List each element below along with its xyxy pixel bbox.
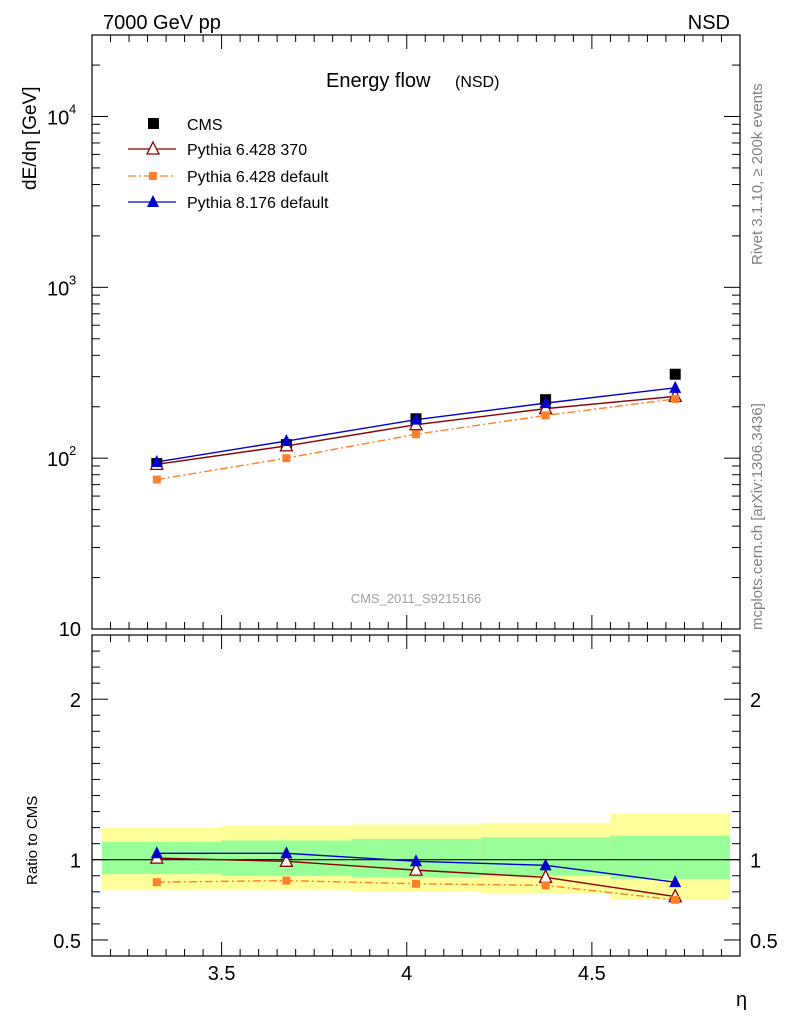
legend-entry-cms: CMS (148, 117, 223, 134)
x-tick-label: 4 (401, 963, 412, 985)
ratio-py8-point (410, 854, 422, 867)
main-plot-frame (91, 34, 741, 630)
ratio-plot-frame (91, 634, 741, 957)
main-y-tick-label: 10 (47, 278, 69, 300)
main-title-suffix: (NSD) (455, 74, 499, 91)
ratio-data-series (149, 846, 683, 904)
main-data-series (149, 368, 683, 484)
main-py6_def-point (412, 430, 420, 439)
legend-entry-py6-370: Pythia 6.428 370 (128, 140, 307, 159)
ratio-py6_370-point (408, 861, 424, 876)
main-cms-point (669, 368, 681, 380)
x-tick-label: 4.5 (578, 963, 606, 985)
ratio-panel: 0.5 0.5 1 1 2 2 3.5 4 4.5 Ratio to CMS η (24, 634, 778, 1011)
ratio-py6_def-point (412, 879, 420, 888)
ratio-y-tick-label-right: 1 (750, 851, 761, 873)
x-tick-labels: 3.5 4 4.5 (208, 963, 606, 985)
header-right-label: NSD (688, 12, 730, 34)
ratio-band-inner (610, 835, 730, 879)
ratio-y-axis-label: Ratio to CMS (24, 796, 41, 885)
main-py8-point (410, 412, 422, 425)
legend-py6-370-marker (145, 140, 161, 155)
ratio-y-tick-label-left: 0.5 (53, 931, 81, 953)
legend-entry-py6-default: Pythia 6.428 default (128, 169, 329, 186)
ratio-y-tick-label-right: 0.5 (750, 931, 778, 953)
main-y-tick-label: 10 (47, 108, 69, 130)
legend-py6-370-label: Pythia 6.428 370 (187, 142, 307, 159)
rivet-label: Rivet 3.1.10, ≥ 200k events (749, 83, 766, 265)
main-py6_def-point (671, 395, 680, 404)
legend: CMS Pythia 6.428 370 Pythia 6.428 defaul… (128, 117, 329, 212)
main-title: Energy flow (326, 70, 431, 92)
ratio-py6_def-point (671, 895, 680, 904)
main-y-tick-label: 10 (59, 619, 81, 641)
main-py8-point (539, 396, 552, 409)
x-axis-label: η (736, 989, 747, 1011)
main-py6_def-point (152, 475, 161, 484)
ratio-py8-point (150, 846, 163, 859)
legend-py6-default-marker (149, 172, 157, 180)
main-py8-point (280, 434, 293, 447)
legend-cms-label: CMS (187, 117, 223, 134)
legend-py6-default-label: Pythia 6.428 default (187, 169, 329, 186)
main-y-tick-exponent: 4 (69, 102, 76, 117)
ratio-y-tick-labels: 0.5 0.5 1 1 2 2 (53, 690, 778, 953)
mcplots-label: mcplots.cern.ch [arXiv:1306.3436] (749, 403, 766, 630)
main-py8-point (150, 454, 163, 467)
ratio-axis-ticks (91, 634, 741, 957)
main-y-axis-label: dE/dη [GeV] (20, 86, 41, 190)
ratio-py8-point (539, 858, 552, 871)
ratio-y-tick-label-right: 2 (750, 690, 761, 712)
main-py6_def-point (541, 411, 550, 420)
ratio-py6_def-point (282, 876, 291, 885)
main-axis-ticks (91, 34, 741, 630)
legend-cms-marker (148, 118, 159, 129)
ratio-py8-point (280, 846, 293, 859)
main-y-tick-exponent: 3 (69, 272, 76, 287)
main-y-tick-label: 10 (47, 449, 69, 471)
ratio-y-tick-label-left: 2 (70, 690, 81, 712)
x-tick-label: 3.5 (208, 963, 236, 985)
main-py6_def-point (282, 454, 291, 463)
ratio-py6_370-point (279, 852, 294, 867)
ratio-py8-point (669, 875, 682, 888)
header-left-label: 7000 GeV pp (103, 12, 221, 34)
ratio-y-tick-label-left: 1 (70, 851, 81, 873)
main-y-tick-exponent: 2 (69, 443, 76, 458)
legend-py8-label: Pythia 8.176 default (187, 195, 329, 212)
analysis-label: CMS_2011_S9215166 (351, 591, 482, 606)
main-py6_def-line (156, 398, 676, 481)
main-py8-point (669, 380, 682, 393)
ratio-py6_def-point (541, 881, 550, 890)
legend-py8-marker (147, 195, 159, 207)
legend-entry-py8: Pythia 8.176 default (128, 195, 329, 212)
ratio-py6_def-point (152, 878, 161, 887)
